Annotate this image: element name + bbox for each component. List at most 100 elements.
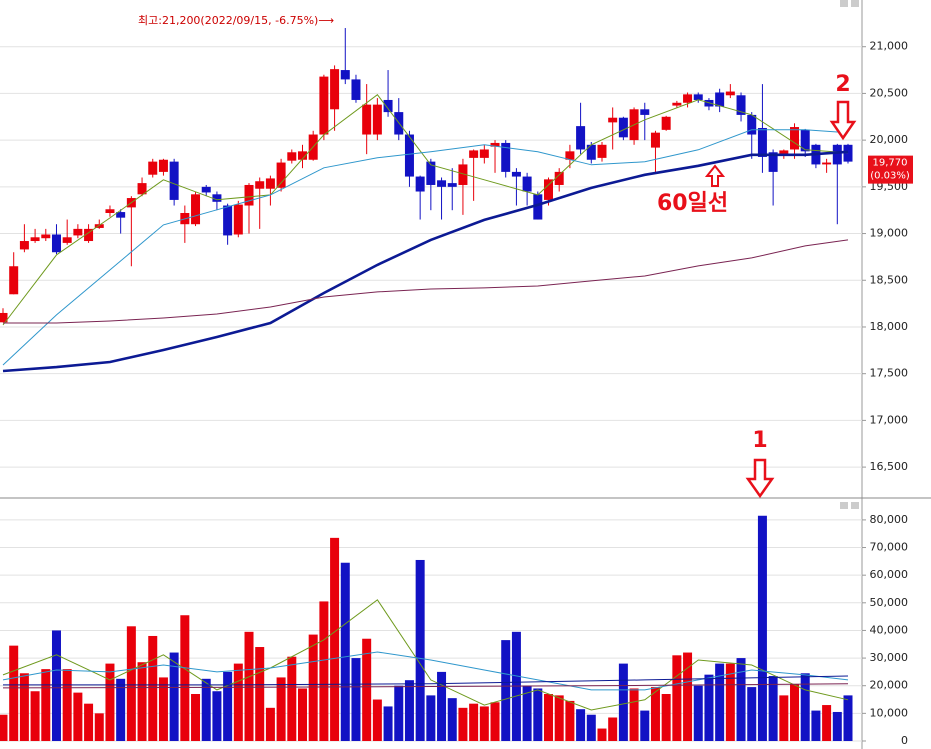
y-tick-label: 50,000 — [870, 596, 909, 609]
volume-bar — [191, 694, 201, 741]
volume-bar — [394, 685, 404, 741]
y-tick-label: 17,000 — [870, 413, 909, 426]
volume-bar — [822, 705, 832, 741]
y-tick-label: 16,500 — [870, 460, 909, 473]
volume-bar — [255, 647, 265, 741]
y-tick-label: 10,000 — [870, 706, 909, 719]
volume-bar — [126, 626, 136, 741]
volume-bar — [265, 707, 275, 741]
moving-average-line — [3, 239, 849, 324]
marker-1: 1 — [752, 428, 767, 453]
candle-body — [212, 194, 222, 202]
candle-body — [404, 134, 414, 177]
candle-body — [148, 161, 158, 175]
volume-bar — [137, 662, 147, 741]
volume-bar — [490, 702, 500, 741]
candle-body — [62, 237, 72, 243]
candle-body — [768, 152, 778, 172]
candle-body — [340, 70, 350, 80]
moving-average-line — [2, 94, 849, 326]
minimize-button[interactable] — [840, 502, 848, 509]
volume-bar — [233, 663, 243, 741]
volume-bar — [790, 684, 800, 741]
volume-bar — [618, 663, 628, 741]
candle-body — [458, 164, 468, 185]
moving-average-line — [2, 150, 849, 373]
candle-body — [447, 183, 457, 187]
volume-bar — [223, 671, 233, 741]
volume-bar — [41, 669, 51, 741]
volume-bar — [0, 714, 8, 741]
candle-body — [747, 114, 757, 135]
moving-average-line — [2, 651, 849, 691]
candle-body — [522, 176, 532, 192]
candle-body — [330, 69, 340, 110]
candle-body — [618, 117, 628, 138]
volume-bar — [105, 663, 115, 741]
candle-body — [41, 234, 51, 239]
up-arrow — [704, 164, 726, 187]
volume-bar — [148, 635, 158, 741]
volume-bar — [693, 685, 703, 741]
candle-body — [565, 151, 575, 160]
candle-body — [19, 241, 29, 250]
y-tick-label: 40,000 — [870, 623, 909, 636]
volume-bar — [629, 688, 639, 741]
candle-body — [201, 186, 211, 193]
volume-bar — [597, 728, 607, 741]
volume-bar — [276, 677, 286, 741]
volume-bar — [479, 706, 489, 741]
y-tick-label: 0 — [901, 734, 908, 747]
volume-bar — [404, 680, 414, 741]
volume-bar — [768, 676, 778, 741]
candle-body — [223, 205, 233, 236]
volume-bar — [736, 658, 746, 741]
candle-body — [725, 91, 735, 96]
volume-bar — [640, 710, 650, 741]
last-price-change: (0.03%) — [870, 171, 910, 182]
volume-bar — [287, 656, 297, 741]
volume-bar — [244, 631, 254, 741]
volume-bar — [297, 688, 307, 741]
y-tick-label: 17,500 — [870, 367, 909, 380]
candle-body — [0, 312, 8, 323]
volume-bar — [201, 678, 211, 741]
candle-body — [169, 161, 179, 200]
volume-bar — [458, 707, 468, 741]
volume-bar — [351, 658, 361, 741]
volume-bar — [501, 640, 511, 741]
candle-body — [137, 183, 147, 195]
volume-bar — [372, 699, 382, 741]
marker-2: 2 — [835, 72, 850, 97]
volume-bar — [180, 615, 190, 741]
volume-bar — [650, 687, 660, 741]
y-tick-label: 20,000 — [870, 679, 909, 692]
y-tick-label: 80,000 — [870, 513, 909, 526]
close-button[interactable] — [851, 502, 859, 509]
candle-body — [640, 109, 650, 115]
volume-bar — [308, 634, 318, 741]
candle-body — [597, 144, 607, 158]
candle-body — [297, 151, 307, 160]
minimize-button[interactable] — [840, 0, 848, 7]
candle-body — [351, 79, 361, 100]
volume-bar — [533, 688, 543, 741]
volume-bar — [51, 630, 61, 741]
candle-body — [116, 212, 126, 218]
candle-body — [683, 94, 693, 103]
candle-body — [832, 144, 842, 165]
volume-bar — [169, 652, 179, 741]
y-tick-label: 19,000 — [870, 227, 909, 240]
candle-body — [586, 144, 596, 160]
candle-body — [501, 142, 511, 172]
volume-bar — [832, 711, 842, 741]
volume-bar — [704, 674, 714, 741]
candle-body — [672, 102, 682, 106]
volume-bar — [522, 685, 532, 741]
close-button[interactable] — [851, 0, 859, 7]
candle-body — [30, 237, 40, 242]
volume-bar — [800, 673, 810, 741]
candle-body — [608, 117, 618, 123]
moving-average-line — [3, 675, 849, 686]
